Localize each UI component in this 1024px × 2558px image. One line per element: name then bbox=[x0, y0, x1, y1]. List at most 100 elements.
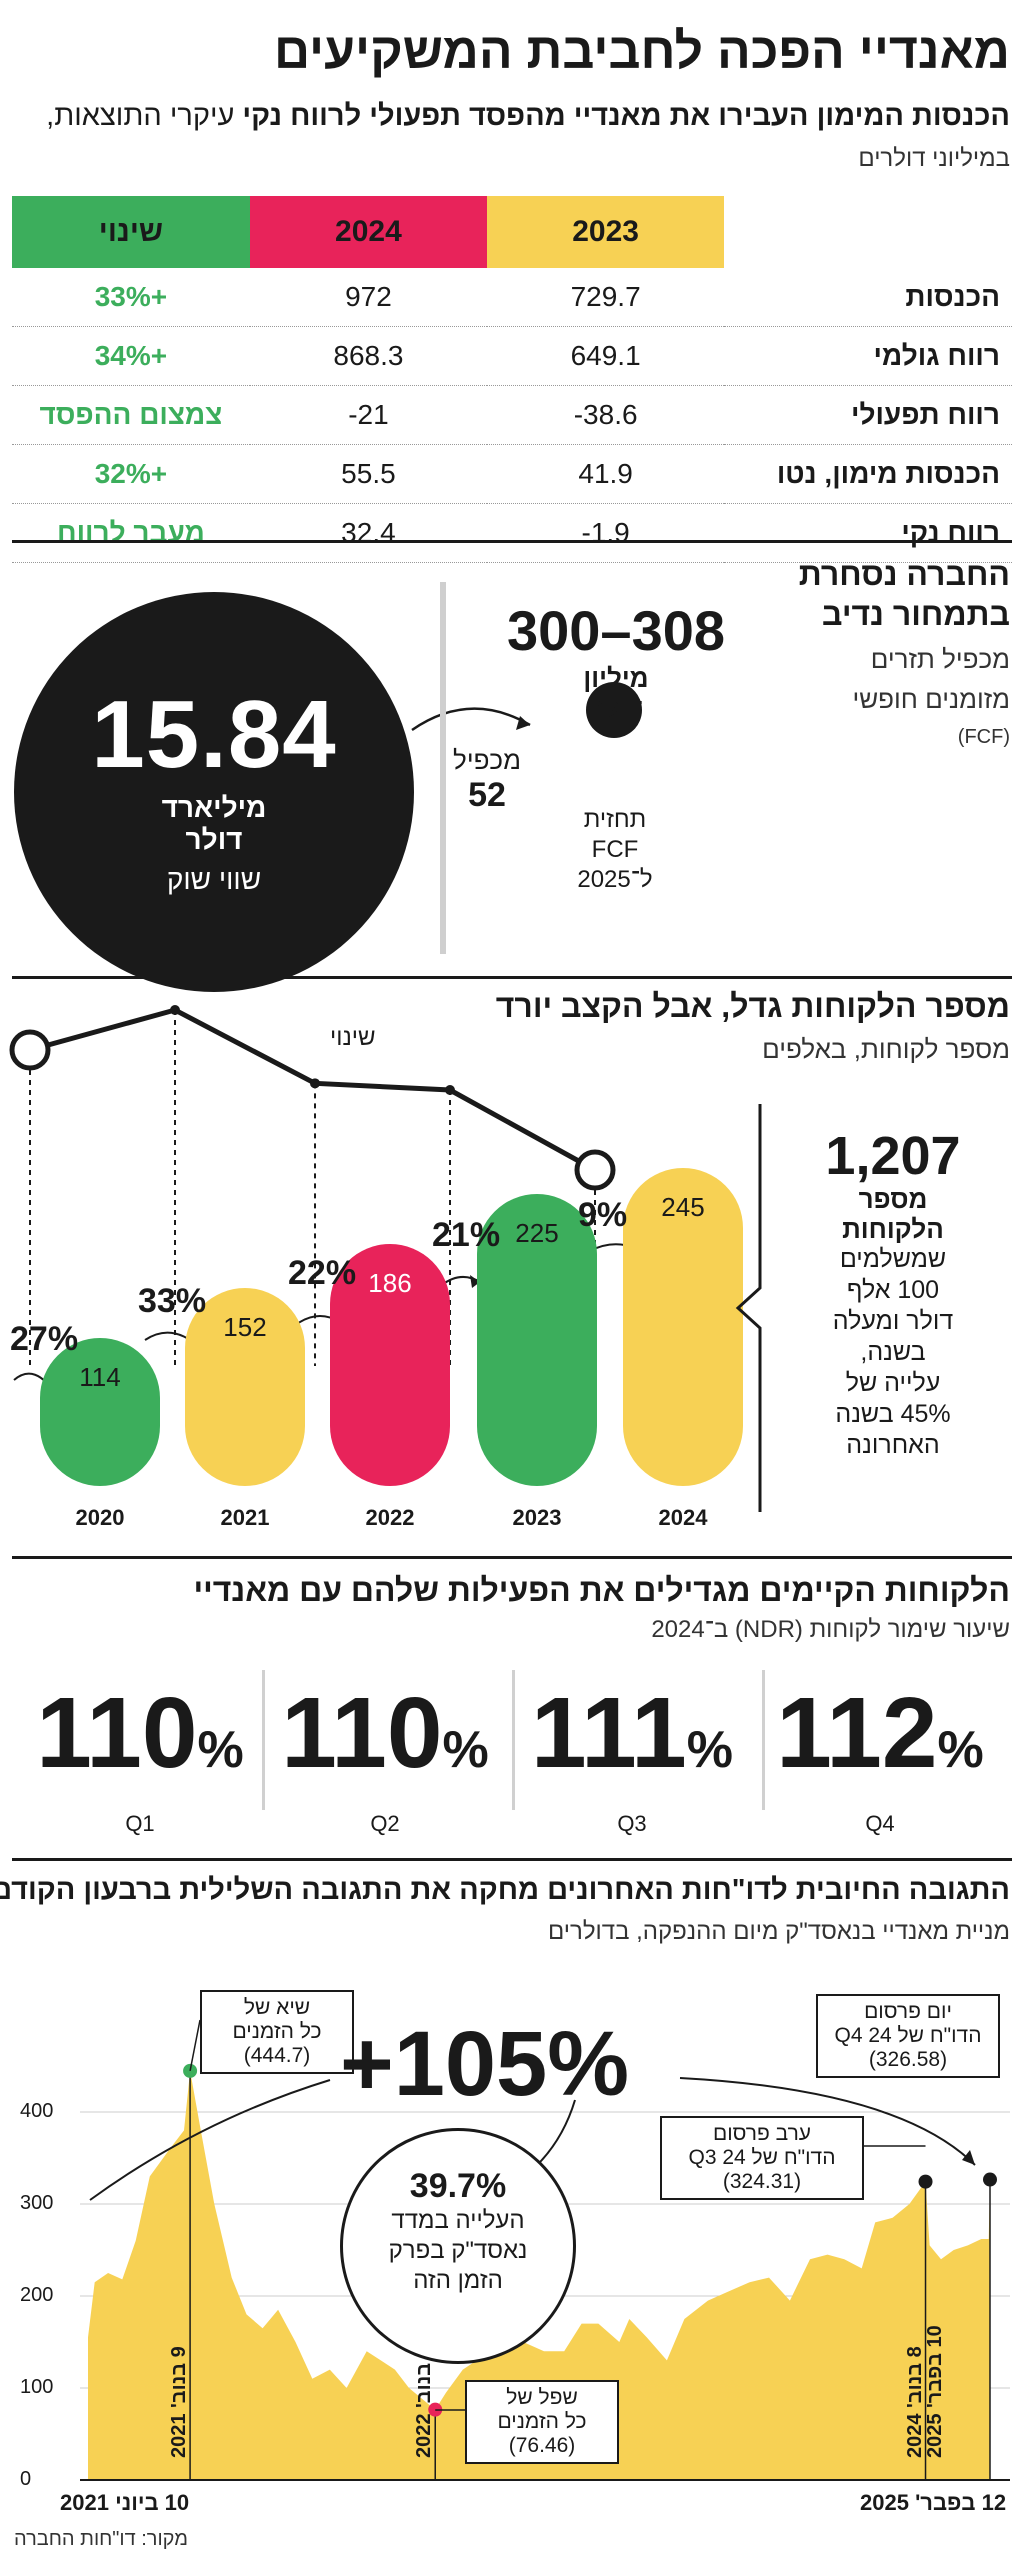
divider bbox=[12, 1858, 1012, 1861]
annotation-text-1: שיא של bbox=[243, 1996, 311, 2019]
stock-area bbox=[88, 2070, 990, 2480]
y-tick-label: 400 bbox=[20, 2100, 54, 2122]
y-tick-label: 0 bbox=[20, 2468, 32, 2490]
ndr-percent: % bbox=[937, 1721, 984, 1779]
nasdaq-text-1: העלייה במדד bbox=[391, 2207, 525, 2234]
value-change: +34% bbox=[12, 326, 250, 386]
annotation-value-label: (324.31) bbox=[722, 2170, 802, 2193]
side-bold-2: הלקוחות bbox=[842, 1214, 944, 1244]
side-brace bbox=[735, 1104, 762, 1512]
table-row: רווח נקי 1.9- 32.4 מעבר לרווח bbox=[12, 503, 1012, 563]
subtitle-bold: הכנסות המימון העבירו את מאנדיי מהפסד תפע… bbox=[242, 100, 1010, 132]
table-row: הכנסות 729.7 972 +33% bbox=[12, 268, 1012, 327]
fcf-unit-2: דולר bbox=[589, 693, 643, 723]
subtitle: הכנסות המימון העבירו את מאנדיי מהפסד תפע… bbox=[46, 100, 1010, 133]
ndr-separator bbox=[262, 1670, 265, 1810]
market-value-unit: מיליארד דולר bbox=[14, 792, 414, 856]
value-change: +32% bbox=[12, 444, 250, 504]
col-header-2023: 2023 bbox=[487, 196, 725, 268]
fcf-label-2: FCF bbox=[591, 836, 639, 863]
bar-value-label: 225 bbox=[515, 1217, 559, 1248]
ndr-number: 110 bbox=[281, 1677, 443, 1789]
nasdaq-text-3: הזמן הזה bbox=[413, 2267, 503, 2294]
nasdaq-change: 39.7% bbox=[409, 2167, 507, 2205]
side-text-line: בשנה, bbox=[860, 1338, 926, 1366]
brace-path bbox=[735, 1104, 762, 1512]
side-text-line: שמשלמים bbox=[839, 1245, 947, 1273]
annotation-date-label: 9 בנוב' 2021 bbox=[168, 2346, 191, 2458]
y-tick-label: 300 bbox=[20, 2192, 54, 2214]
headline-change-value: +105% bbox=[340, 2013, 630, 2115]
annotation-text-2: כל הזמנים bbox=[232, 2020, 322, 2043]
annotation-text-1: ערב פרסום bbox=[712, 2122, 812, 2145]
customers-heading: מספר הלקוחות גדל, אבל הקצב יורד bbox=[495, 988, 1010, 1024]
row-label: רווח גולמי bbox=[724, 326, 1012, 386]
ndr-number: 111 bbox=[530, 1677, 687, 1789]
customers-sub: מספר לקוחות, באלפים bbox=[762, 1034, 1010, 1064]
value-change: צמצום ההפסד bbox=[12, 385, 250, 445]
year-label: 2023 bbox=[512, 1505, 562, 1530]
bar-value-label: 245 bbox=[661, 1191, 705, 1222]
divider bbox=[12, 540, 1012, 543]
col-header-label bbox=[724, 196, 1012, 268]
value-2023: 649.1 bbox=[487, 326, 725, 386]
fcf-label: תחזית FCF ל־2025 bbox=[540, 805, 690, 895]
valuation-separator bbox=[440, 582, 446, 954]
year-label: 2024 bbox=[658, 1505, 708, 1530]
annotation-connector bbox=[189, 2019, 201, 2072]
side-text-line: האחרונה bbox=[846, 1431, 940, 1459]
table-header-row: 2023 2024 שינוי bbox=[12, 196, 1012, 268]
year-label: 2020 bbox=[75, 1505, 125, 1530]
annotation-text-2: כל הזמנים bbox=[497, 2410, 587, 2433]
multiple-value: 52 bbox=[468, 776, 506, 814]
ndr-quarter: Q3 bbox=[617, 1811, 647, 1836]
value-2023: 38.6- bbox=[487, 385, 725, 445]
change-connector-right bbox=[679, 2077, 976, 2166]
valuation-arrows bbox=[411, 582, 642, 954]
results-table: 2023 2024 שינוי הכנסות 729.7 972 +33% רווח ג… bbox=[12, 196, 1012, 563]
side-text-line: דולר ומעלה bbox=[832, 1307, 954, 1335]
annotation-text-2: הדו"ח של Q4 24 bbox=[834, 2024, 982, 2047]
annotation-text-1: יום פרסום bbox=[864, 2000, 952, 2023]
change-arrowhead bbox=[962, 2150, 975, 2165]
customer-bar: 245 bbox=[623, 1167, 743, 1486]
y-tick-label: 200 bbox=[20, 2284, 54, 2306]
growth-point bbox=[310, 1078, 320, 1089]
table-row: הכנסות מימון, נטו 41.9 55.5 +32% bbox=[12, 444, 1012, 504]
market-value-unit-2: דולר bbox=[185, 824, 243, 855]
customer-bar: 225 bbox=[477, 1193, 597, 1486]
ndr-separator bbox=[512, 1670, 515, 1810]
ndr-column: 112% Q4 bbox=[760, 1678, 1000, 1837]
bar-value-label: 114 bbox=[79, 1361, 121, 1392]
annotation-value-label: (76.46) bbox=[508, 2434, 576, 2457]
market-value: 15.84 bbox=[91, 681, 337, 788]
ndr-number: 112 bbox=[776, 1677, 938, 1789]
fcf-unit-1: מיליון bbox=[583, 663, 649, 693]
annotation-box: יום פרסום הדו"ח של Q4 24 (326.58) bbox=[816, 1994, 1000, 2078]
annotation-box: שיא של כל הזמנים (444.7) bbox=[200, 1990, 354, 2074]
multiple-box: מכפיל 52 bbox=[432, 745, 542, 815]
value-2024: 55.5 bbox=[249, 444, 488, 504]
nasdaq-circle: 39.7% העלייה במדד נאסד"ק בפרק הזמן הזה bbox=[340, 2128, 576, 2364]
market-value-circle: 15.84 מיליארד דולר שווי שוק bbox=[14, 592, 414, 992]
value-2024: 32.4 bbox=[249, 503, 488, 563]
row-label: הכנסות מימון, נטו bbox=[724, 444, 1012, 504]
ndr-percent: % bbox=[686, 1721, 734, 1779]
customer-bar: 186 bbox=[330, 1244, 450, 1486]
fcf-range: 300–308 bbox=[506, 599, 725, 662]
fcf-box: 300–308 מיליון דולר bbox=[476, 598, 756, 723]
multiple-arrow bbox=[411, 707, 531, 732]
ndr-value: 112% bbox=[760, 1678, 1000, 1805]
side-value: 1,207 bbox=[825, 1126, 961, 1186]
value-2024: 972 bbox=[249, 268, 488, 327]
year-label: 2021 bbox=[220, 1505, 270, 1530]
ndr-quarter: Q4 bbox=[865, 1811, 895, 1836]
page-title: מאנדיי הפכה לחביבת המשקיעים bbox=[274, 23, 1010, 79]
valuation-sub-2: מזומנים חופשי bbox=[852, 684, 1010, 714]
customer-bar: 152 bbox=[185, 1288, 305, 1486]
ndr-column: 110% Q1 bbox=[20, 1678, 260, 1837]
value-2023: 41.9 bbox=[487, 444, 725, 504]
ndr-column: 110% Q2 bbox=[265, 1678, 505, 1837]
change-connector-left bbox=[89, 2079, 331, 2201]
ndr-value: 110% bbox=[265, 1678, 505, 1805]
